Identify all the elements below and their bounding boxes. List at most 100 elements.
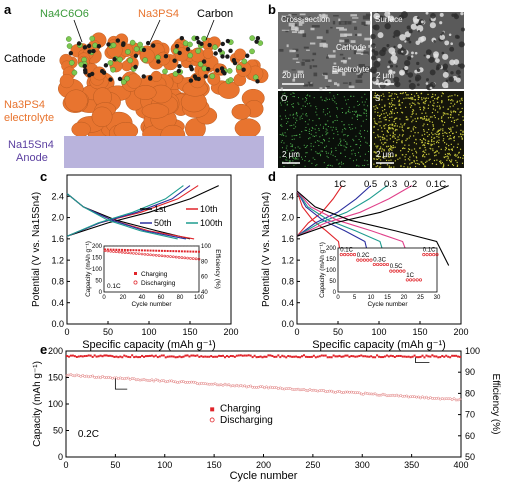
o-map-pixel <box>310 105 312 107</box>
sem-grain <box>386 43 390 48</box>
chart-c-inset-charge-point <box>121 248 124 251</box>
organic-particle <box>65 36 72 42</box>
chart-d-inset-xtick-label: 25 <box>417 295 424 301</box>
o-map-pixel <box>305 114 307 116</box>
organic-particle <box>252 74 259 81</box>
chart-e-charge-point <box>447 355 450 358</box>
chart-c-inset-discharge-point <box>157 254 161 257</box>
sem-grain <box>413 18 419 24</box>
chart-e-charge-point <box>437 356 440 359</box>
carbon-particle <box>174 43 180 49</box>
s-map-pixel <box>449 161 451 163</box>
o-map-pixel <box>365 118 367 120</box>
sem-grain <box>300 73 304 76</box>
s-map-pixel <box>456 154 458 156</box>
o-map-pixel <box>318 117 320 119</box>
chart-e-charge-point <box>220 355 223 358</box>
s-map-pixel <box>407 127 409 129</box>
s-map-pixel <box>461 97 463 99</box>
s-map-pixel <box>407 166 409 168</box>
s-map-pixel <box>390 105 393 108</box>
sem-grain <box>433 51 439 58</box>
sem-grain <box>455 69 461 75</box>
o-map-pixel <box>345 113 347 115</box>
s-map-pixel <box>433 114 435 117</box>
sem-grain <box>426 54 431 59</box>
o-map-pixel <box>358 152 360 154</box>
o-map-pixel <box>353 95 355 97</box>
s-map-pixel <box>415 156 417 158</box>
s-map-pixel <box>427 135 429 137</box>
s-map-pixel <box>456 164 459 166</box>
chart-d-inset-point <box>399 269 403 273</box>
s-map-pixel <box>448 149 450 151</box>
s-map-pixel <box>392 135 394 137</box>
s-map-pixel <box>375 105 377 107</box>
o-map-pixel <box>355 111 357 113</box>
s-map-pixel <box>437 111 439 113</box>
sem-grain <box>352 21 357 23</box>
chart-e-charge-point <box>133 356 136 359</box>
s-map-pixel <box>443 138 445 140</box>
chart-e-charge-point <box>385 354 388 357</box>
chart-e-discharge-point <box>322 389 326 392</box>
o-map-pixel <box>344 149 346 151</box>
label-anode-2: Anode <box>16 152 48 164</box>
chart-c-inset-discharge-point <box>103 249 107 252</box>
s-map-pixel <box>389 138 391 140</box>
chart-d-xtick-label: 50 <box>333 327 343 337</box>
chart-c-inset-efficiency-point <box>181 245 183 247</box>
sem-grain <box>440 33 443 36</box>
chart-e-charge-point <box>306 355 309 358</box>
s-map-pixel <box>383 113 385 115</box>
chart-d-xtick-label: 0 <box>294 327 299 337</box>
chart-c-inset-efficiency-point <box>118 245 120 247</box>
chart-e-charge-point <box>376 354 379 357</box>
sem-grain <box>425 49 432 56</box>
o-map-pixel <box>308 160 310 162</box>
o-map-pixel <box>291 104 293 106</box>
s-map-pixel <box>451 98 453 101</box>
s-map-pixel <box>373 163 375 165</box>
s-map-pixel <box>452 126 454 128</box>
o-map-pixel <box>364 137 366 139</box>
s-map-pixel <box>393 98 395 100</box>
chart-e-charge-point <box>340 355 343 358</box>
o-map-pixel <box>318 128 320 130</box>
s-map-pixel <box>441 120 443 122</box>
chart-d-inset-point <box>389 269 393 273</box>
o-map-pixel <box>283 142 285 144</box>
o-map-pixel <box>343 145 345 147</box>
organic-particle <box>209 73 216 80</box>
s-map-pixel <box>381 99 383 101</box>
s-map-pixel <box>423 106 425 108</box>
s-map-pixel <box>382 156 384 158</box>
chart-e-discharge-point <box>450 398 454 402</box>
chart-d-inset-frame <box>337 247 438 293</box>
chart-e-charge-point <box>393 356 396 359</box>
o-map-pixel <box>312 120 314 122</box>
o-map-pixel <box>308 130 310 132</box>
chart-e-charge-point <box>223 356 226 359</box>
sem-grain <box>457 75 461 78</box>
carbon-particle <box>83 70 88 75</box>
chart-c-inset-discharge-point <box>180 256 184 259</box>
sem-grain <box>339 39 345 43</box>
s-map-pixel <box>416 159 418 162</box>
chart-e-charge-point <box>423 356 426 359</box>
s-map-pixel <box>380 95 382 97</box>
s-map-pixel <box>442 130 444 132</box>
sem-grain <box>356 45 362 47</box>
o-map-pixel <box>346 135 348 137</box>
s-map-pixel <box>430 144 432 147</box>
sem-grain <box>282 15 291 19</box>
sem-grain <box>444 40 450 46</box>
s-map-pixel <box>456 100 459 102</box>
o-map-pixel <box>326 129 328 131</box>
sem-grain <box>306 49 310 51</box>
o-map-pixel <box>304 129 306 131</box>
chart-e-charge-point <box>255 356 258 359</box>
chart-e-charge-point <box>202 355 205 358</box>
s-map-pixel <box>397 158 399 160</box>
